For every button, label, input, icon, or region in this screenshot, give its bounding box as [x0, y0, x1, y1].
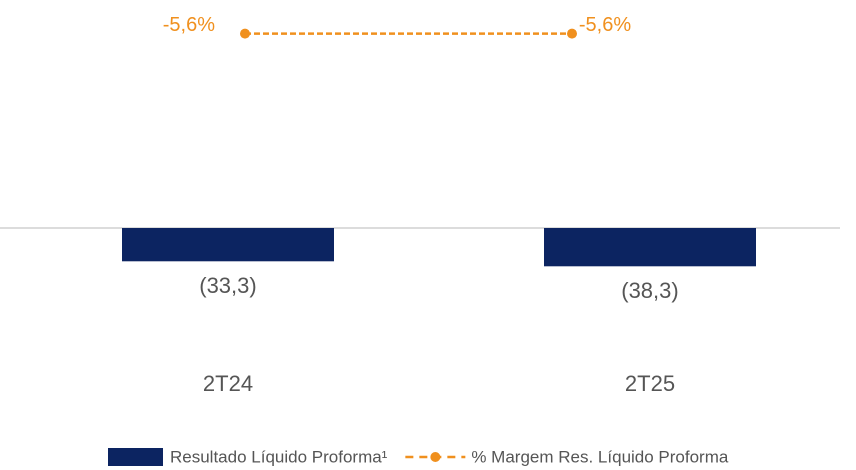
x-tick-label: 2T24 — [203, 371, 253, 396]
data-label: (38,3) — [621, 278, 678, 303]
line-marker — [567, 28, 577, 39]
legend-label: % Margem Res. Líquido Proforma — [471, 447, 729, 466]
legend-swatch — [430, 452, 441, 462]
x-tick-label: 2T25 — [625, 371, 675, 396]
line-marker — [240, 28, 250, 39]
data-label: -5,6% — [163, 14, 215, 36]
data-label: -5,6% — [579, 14, 631, 36]
data-label: (33,3) — [199, 273, 256, 298]
legend-swatch — [108, 448, 163, 466]
bar — [544, 228, 756, 267]
bar — [122, 228, 334, 262]
legend-label: Resultado Líquido Proforma¹ — [170, 447, 388, 466]
